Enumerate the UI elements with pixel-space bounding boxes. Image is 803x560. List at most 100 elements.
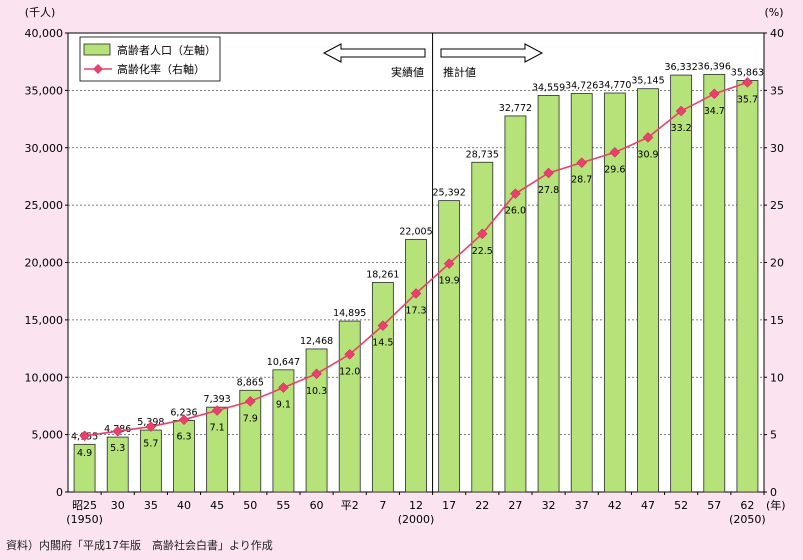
left-tick-label: 0 [56,486,63,499]
x-tick-label: 37 [575,499,589,512]
rate-marker [79,430,90,442]
rate-value-label: 12.0 [339,366,360,377]
bar-value-label: 18,261 [366,269,399,280]
rate-value-label: 27.8 [538,185,559,196]
bar-value-label: 28,735 [466,149,499,160]
rate-marker [344,348,356,360]
x-axis-unit: (年) [766,498,786,512]
bar-value-label: 22,005 [399,226,432,237]
rate-marker [112,425,124,437]
bar-value-label: 36,332 [665,62,698,73]
x-tick-sublabel: (2000) [398,513,435,526]
left-arrow [322,43,426,63]
projected-label: 推計値 [443,65,476,79]
left-tick-label: 20,000 [25,257,64,270]
right-tick-label: 20 [770,257,784,270]
bar-value-label: 34,559 [532,82,565,93]
rate-marker [278,382,289,393]
bar [471,161,494,493]
left-tick-label: 35,000 [25,84,64,97]
right-tick-label: 0 [770,486,777,499]
bar [338,320,361,493]
x-tick-label: 60 [310,499,324,512]
right-tick-label: 40 [770,27,784,40]
bar [206,406,229,493]
bar-value-label: 34,770 [598,80,631,91]
bar-value-label: 14,895 [333,308,366,319]
rate-value-label: 33.2 [671,123,692,134]
x-tick-label: 50 [243,499,257,512]
legend-line-marker [93,64,103,74]
bar [239,389,262,493]
bar [73,443,96,493]
x-tick-label: 57 [707,499,721,512]
left-tick-label: 30,000 [25,142,64,155]
rate-value-label: 5.3 [110,443,125,454]
rate-marker [476,228,488,240]
left-tick-label: 25,000 [25,199,64,212]
bar-value-label: 35,145 [631,76,664,87]
left-tick-label: 5,000 [32,429,64,442]
left-tick-label: 10,000 [25,371,64,384]
rate-value-label: 29.6 [604,164,625,175]
rate-marker [443,258,455,270]
rate-value-label: 17.3 [405,305,426,316]
rate-value-label: 34.7 [704,106,725,117]
right-tick-label: 30 [770,142,784,155]
x-tick-label: 22 [475,499,489,512]
bar [272,369,295,493]
x-tick-label: 47 [641,499,655,512]
x-tick-label: 7 [379,499,386,512]
bar [637,88,659,493]
rate-value-label: 7.9 [243,413,258,424]
bar [305,348,328,493]
right-tick-label: 25 [770,199,784,212]
bar-value-label: 7,393 [204,394,231,405]
rate-value-label: 22.5 [472,246,493,257]
rate-marker [145,421,157,432]
rate-marker [377,320,389,331]
x-tick-label: 42 [608,499,622,512]
x-tick-label: 27 [508,499,522,512]
bar-value-label: 35,863 [731,67,764,78]
bar [703,73,726,493]
rate-marker [708,88,720,100]
rate-value-label: 30.9 [637,149,658,160]
rate-value-label: 28.7 [571,175,592,186]
rate-value-label: 19.9 [439,276,460,287]
rate-marker [410,288,422,299]
x-tick-sublabel: (1950) [66,513,103,526]
bar [405,239,427,493]
bar [603,92,626,493]
right-tick-label: 5 [770,429,777,442]
bar [106,436,129,493]
bar [438,200,461,493]
rate-marker [311,368,322,380]
bar-value-label: 12,468 [300,336,333,347]
left-tick-label: 15,000 [25,314,64,327]
rate-marker [244,395,256,407]
left-axis-unit: (千人) [25,6,56,19]
legend-bar-label: 高齢者人口（左軸） [117,43,216,57]
legend-bar-swatch [83,43,111,56]
x-tick-label: 30 [111,499,125,512]
x-tick-label: 12 [409,499,423,512]
x-tick-label: 昭25 [72,499,97,512]
rate-marker [609,146,621,158]
x-tick-label: 平2 [341,499,359,512]
x-tick-label: 35 [144,499,158,512]
right-arrow [440,43,544,63]
rate-value-label: 7.1 [210,423,225,434]
bar [371,282,394,493]
rate-marker [543,167,554,179]
x-tick-label: 52 [674,499,688,512]
bar [736,80,759,493]
legend-line-label: 高齢化率（右軸） [117,62,205,76]
rate-marker [675,105,687,117]
bar-value-label: 6,236 [170,407,197,418]
rate-value-label: 14.5 [372,338,393,349]
source-note: 資料）内閣府「平成17年版 高齢社会白書」より作成 [6,539,273,552]
rate-marker [510,188,521,200]
x-tick-label: 40 [177,499,191,512]
rate-value-label: 35.7 [737,94,758,105]
